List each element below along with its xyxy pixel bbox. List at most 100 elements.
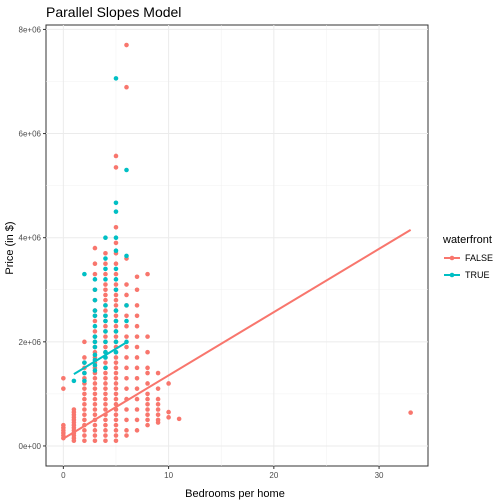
data-point-false [113, 360, 119, 365]
data-point-false [113, 282, 119, 287]
data-point-false [113, 438, 119, 444]
data-point-false [82, 339, 87, 345]
data-point-false [124, 355, 129, 360]
legend-label: TRUE [465, 270, 490, 280]
data-point-true [92, 297, 98, 303]
data-point-false [134, 375, 140, 381]
data-point-false [103, 287, 108, 293]
data-point-false [155, 370, 161, 376]
data-point-false [82, 386, 87, 391]
data-point-false [113, 271, 119, 277]
y-tick-label: 8e+06 [19, 25, 42, 34]
data-point-false [92, 407, 98, 412]
axis-ticks: 0 10 20 30 0e+00 2e+06 4e+06 6e+06 8e+06 [19, 25, 385, 480]
data-point-false [113, 334, 119, 339]
data-point-true [92, 334, 98, 339]
data-point-false [92, 375, 98, 381]
data-point-false [145, 349, 150, 355]
data-point-false [124, 365, 129, 371]
data-point-false [134, 303, 140, 308]
data-point-false [134, 287, 140, 293]
data-point-true [103, 303, 108, 308]
data-point-false [166, 415, 171, 420]
data-point-true [82, 378, 87, 384]
data-point-false [103, 370, 108, 376]
data-point-true [92, 344, 98, 350]
data-point-true [103, 277, 108, 282]
data-point-false [82, 396, 87, 402]
chart-title: Parallel Slopes Model [46, 4, 181, 20]
data-point-false [103, 308, 108, 313]
data-point-false [113, 433, 119, 438]
data-point-false [113, 365, 119, 371]
data-point-false [113, 396, 119, 402]
y-tick-label: 2e+06 [19, 338, 42, 347]
data-point-false [103, 422, 108, 428]
data-point-true [113, 76, 119, 81]
data-point-false [145, 391, 150, 397]
data-point-false [92, 271, 98, 277]
data-point-false [155, 402, 161, 407]
data-point-true [103, 235, 108, 240]
data-point-false [103, 344, 108, 350]
data-point-true [92, 352, 98, 358]
data-point-true [92, 287, 98, 293]
data-point-false [124, 407, 129, 412]
data-point-false [145, 417, 150, 423]
data-point-true [113, 329, 119, 334]
data-point-true [103, 339, 108, 345]
data-point-true [113, 287, 119, 293]
data-point-false [103, 386, 108, 391]
data-point-false [124, 313, 129, 319]
data-point-false [155, 396, 161, 402]
x-tick-label: 10 [164, 471, 173, 480]
data-point-false [134, 355, 140, 360]
data-point-false [155, 420, 161, 425]
fit-line-false [62, 229, 412, 440]
data-point-true [92, 308, 98, 313]
x-axis-title: Bedrooms per home [185, 488, 285, 500]
legend-entry-false: FALSE [444, 253, 493, 263]
data-point-false [113, 370, 119, 376]
data-point-true [92, 277, 98, 282]
data-point-false [113, 153, 119, 159]
major-gridlines [46, 25, 428, 466]
data-point-false [134, 365, 140, 371]
data-point-false [61, 386, 66, 391]
y-tick-label: 6e+06 [19, 130, 42, 139]
data-point-false [92, 261, 98, 267]
data-point-true [113, 318, 119, 324]
data-point-true [92, 368, 98, 373]
data-point-false [113, 313, 119, 319]
data-point-false [124, 292, 129, 298]
data-point-false [166, 409, 171, 415]
data-point-false [82, 428, 87, 433]
data-point-false [82, 438, 87, 444]
data-point-false [103, 407, 108, 412]
data-point-false [145, 271, 150, 277]
data-point-false [103, 391, 108, 397]
plot-panel [45, 24, 429, 467]
data-point-true [113, 349, 119, 355]
data-point-true [113, 235, 119, 240]
x-tick-label: 30 [375, 471, 384, 480]
data-point-false [134, 274, 140, 280]
data-point-false [92, 412, 98, 418]
data-point-false [145, 370, 150, 376]
data-point-false [113, 292, 119, 298]
data-point-false [92, 391, 98, 397]
data-point-false [92, 329, 98, 334]
data-point-false [92, 245, 98, 251]
data-point-true [103, 256, 108, 261]
data-point-false [103, 282, 108, 287]
data-point-false [113, 428, 119, 433]
data-point-false [82, 433, 87, 438]
data-point-false [134, 417, 140, 423]
data-point-false [408, 410, 413, 415]
data-point-false [176, 416, 182, 422]
data-point-false [155, 386, 161, 391]
data-point-false [103, 428, 108, 433]
fit-line-true [73, 341, 128, 375]
data-point-false [113, 261, 119, 267]
